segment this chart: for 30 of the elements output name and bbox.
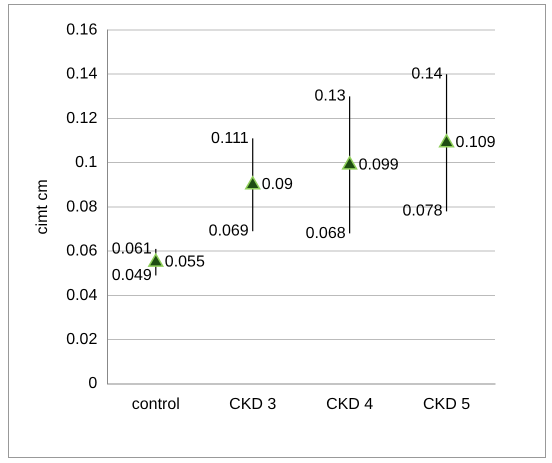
y-tick-label: 0 bbox=[88, 375, 98, 392]
point bbox=[438, 134, 454, 148]
data-label: 0.099 bbox=[358, 156, 399, 174]
annotation: 0.13 bbox=[314, 88, 346, 105]
annotation: 0.061 bbox=[112, 240, 152, 258]
annotation: 0.111 bbox=[211, 130, 249, 147]
data-label: 0.09 bbox=[262, 176, 293, 194]
annotation: 0.069 bbox=[208, 222, 249, 240]
annotation: 0.068 bbox=[306, 224, 346, 242]
data-label: 0.109 bbox=[456, 134, 496, 152]
annotation: 0.078 bbox=[402, 202, 443, 220]
y-tick-label: 0.02 bbox=[66, 330, 98, 348]
x-tick-label: control bbox=[132, 396, 180, 413]
y-tick-label: 0.1 bbox=[75, 154, 98, 172]
point bbox=[342, 156, 358, 170]
y-tick-label: 0.12 bbox=[66, 110, 98, 127]
data-label: 0.055 bbox=[164, 254, 205, 271]
y-tick-label: 0.16 bbox=[66, 21, 98, 38]
x-tick-label: CKD 5 bbox=[422, 396, 470, 413]
annotation: 0.14 bbox=[411, 66, 443, 83]
y-tick-label: 0.08 bbox=[66, 198, 98, 216]
point bbox=[245, 176, 260, 190]
y-tick-label: 0.14 bbox=[66, 66, 98, 83]
annotation: 0.049 bbox=[112, 266, 152, 284]
point bbox=[148, 253, 164, 267]
x-tick-label: CKD 4 bbox=[326, 396, 374, 413]
y-axis-title: cimt cm bbox=[34, 179, 52, 234]
x-tick-label: CKD 3 bbox=[229, 396, 276, 413]
y-tick-label: 0.06 bbox=[66, 242, 98, 260]
y-tick-label: 0.04 bbox=[66, 286, 98, 304]
